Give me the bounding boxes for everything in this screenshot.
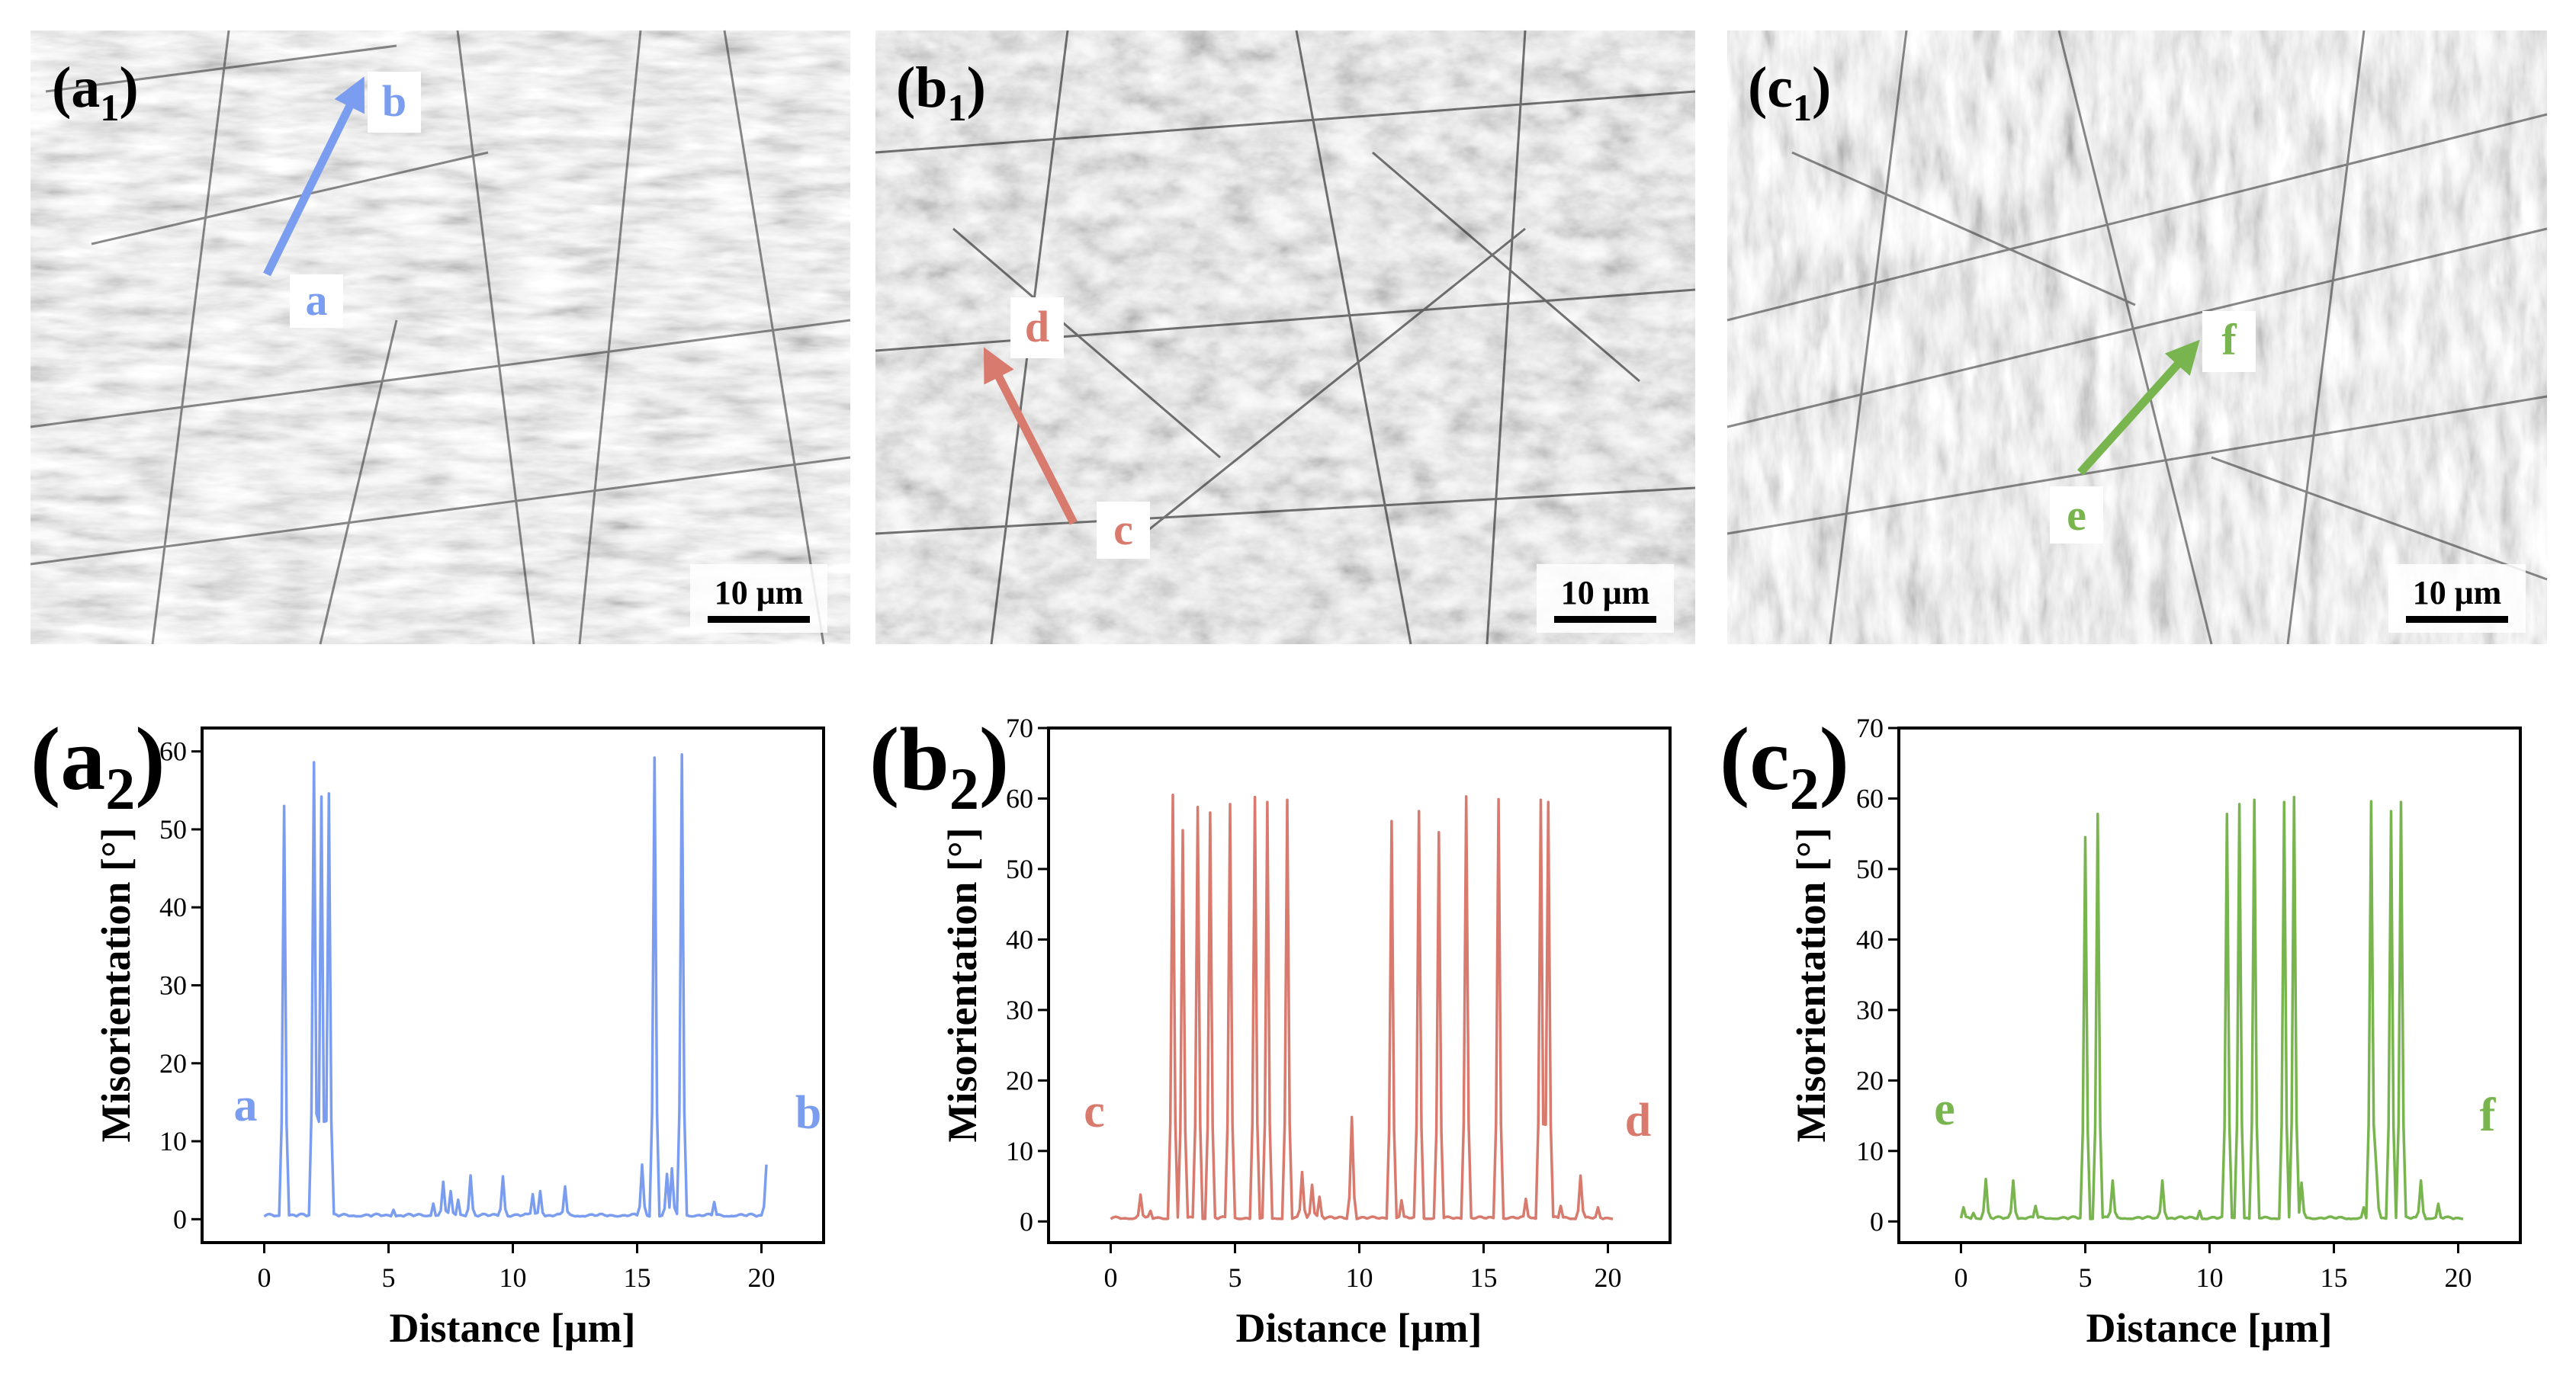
axis-ticks: 0 5 10 15 20 0 10 20 30 40 50 60 bbox=[159, 736, 776, 1293]
x-axis-label: Distance [μm] bbox=[2086, 1305, 2332, 1351]
y-tick-label: 60 bbox=[1856, 783, 1884, 813]
label-box-end bbox=[368, 72, 421, 133]
label-box-end bbox=[1010, 297, 1064, 358]
x-tick-label: 15 bbox=[1470, 1262, 1498, 1293]
micrograph-image bbox=[1727, 30, 2547, 644]
plot-frame bbox=[201, 726, 825, 1244]
y-tick-label: 20 bbox=[1856, 1065, 1884, 1095]
y-axis-label: Misorientation [°] bbox=[1788, 827, 1834, 1142]
label-box-start bbox=[290, 274, 343, 328]
line-start-label: a bbox=[306, 275, 328, 325]
plot-frame bbox=[1047, 726, 1672, 1244]
misorientation-line bbox=[1959, 795, 2464, 1220]
x-tick-label: 0 bbox=[1954, 1262, 1968, 1293]
panel-label: (b1) bbox=[896, 56, 986, 129]
x-tick-label: 20 bbox=[2445, 1262, 2472, 1293]
y-axis-label: Misorientation [°] bbox=[940, 827, 985, 1142]
line-scan-arrow bbox=[263, 76, 365, 277]
label-box-start bbox=[1097, 502, 1150, 559]
y-tick-label: 10 bbox=[1006, 1136, 1033, 1166]
x-tick-label: 0 bbox=[258, 1262, 271, 1293]
micrograph-b1: c d (b1) 10 μm bbox=[875, 30, 1696, 645]
y-tick-label: 20 bbox=[159, 1048, 187, 1079]
panel-label: (a2) bbox=[31, 709, 165, 822]
line-end-label: d bbox=[1025, 302, 1049, 351]
x-tick-label: 5 bbox=[1229, 1262, 1242, 1293]
y-tick-label: 0 bbox=[1870, 1206, 1884, 1236]
x-axis-label: Distance [μm] bbox=[1235, 1305, 1482, 1351]
chart-a2: 0 5 10 15 20 0 10 20 30 40 50 60 (a2) Distance [μm]… bbox=[31, 709, 825, 1351]
panel-label: (c2) bbox=[1720, 709, 1849, 822]
x-tick-label: 20 bbox=[748, 1262, 776, 1293]
scale-bar bbox=[708, 616, 810, 623]
end-label: f bbox=[2480, 1089, 2497, 1141]
line-start-label: c bbox=[1113, 505, 1133, 554]
misorientation-line bbox=[263, 753, 768, 1218]
x-tick-label: 15 bbox=[624, 1262, 651, 1293]
axis-ticks: 0 5 10 15 20 0 10 20 30 40 50 60 70 bbox=[1006, 713, 1622, 1293]
scale-bar-label: 10 μm bbox=[715, 574, 804, 611]
start-label: e bbox=[1934, 1083, 1955, 1135]
y-tick-label: 60 bbox=[1006, 783, 1033, 813]
chart-b2: 0 5 10 15 20 0 10 20 30 40 50 60 70 (b2) Distance [μ… bbox=[869, 709, 1672, 1351]
y-tick-label: 50 bbox=[159, 814, 187, 845]
y-tick-label: 30 bbox=[1006, 995, 1033, 1025]
scale-bar bbox=[1554, 616, 1656, 623]
y-tick-label: 0 bbox=[173, 1204, 187, 1234]
panel-label: (b2) bbox=[869, 709, 1009, 822]
line-end-label: b bbox=[382, 76, 406, 126]
y-tick-label: 60 bbox=[159, 736, 187, 767]
start-label: c bbox=[1084, 1086, 1105, 1137]
y-tick-label: 40 bbox=[159, 892, 187, 922]
y-tick-label: 0 bbox=[1020, 1206, 1033, 1236]
start-label: a bbox=[234, 1079, 258, 1131]
x-tick-label: 15 bbox=[2321, 1262, 2348, 1293]
scale-bar-label: 10 μm bbox=[2413, 574, 2502, 611]
line-scan-arrow bbox=[2077, 339, 2200, 476]
y-tick-label: 40 bbox=[1006, 924, 1033, 954]
scale-bar-label: 10 μm bbox=[1561, 574, 1650, 611]
y-tick-label: 50 bbox=[1006, 854, 1033, 884]
grain-boundaries bbox=[30, 30, 851, 645]
y-tick-label: 70 bbox=[1856, 713, 1884, 743]
micrograph-c1: e f (c1) 10 μm bbox=[1726, 30, 2548, 645]
panel-label: (c1) bbox=[1748, 56, 1831, 129]
y-tick-label: 70 bbox=[1006, 713, 1033, 743]
line-start-label: e bbox=[2067, 490, 2086, 540]
line-end-label: f bbox=[2221, 315, 2237, 364]
y-tick-label: 30 bbox=[159, 970, 187, 1001]
scale-bar bbox=[2406, 616, 2508, 623]
plot-frame bbox=[1897, 726, 2522, 1244]
axis-ticks: 0 5 10 15 20 0 10 20 30 40 50 60 70 bbox=[1856, 713, 2472, 1293]
misorientation-line bbox=[1110, 794, 1614, 1220]
end-label: b bbox=[795, 1087, 821, 1139]
x-tick-label: 10 bbox=[1346, 1262, 1373, 1293]
label-box-start bbox=[2050, 486, 2103, 544]
y-axis-label: Misorientation [°] bbox=[93, 827, 139, 1142]
y-tick-label: 40 bbox=[1856, 924, 1884, 954]
x-tick-label: 5 bbox=[382, 1262, 396, 1293]
y-tick-label: 50 bbox=[1856, 854, 1884, 884]
y-tick-label: 10 bbox=[1856, 1136, 1884, 1166]
chart-c2: 0 5 10 15 20 0 10 20 30 40 50 60 70 (c2) Distance [μ… bbox=[1720, 709, 2522, 1351]
x-tick-label: 5 bbox=[2079, 1262, 2093, 1293]
panel-label: (a1) bbox=[52, 56, 139, 129]
y-tick-label: 10 bbox=[159, 1126, 187, 1156]
micrograph-a1: a b (a1) 10 μm bbox=[30, 30, 851, 645]
y-tick-label: 30 bbox=[1856, 995, 1884, 1025]
x-tick-label: 0 bbox=[1104, 1262, 1118, 1293]
label-box-end bbox=[2202, 311, 2256, 372]
end-label: d bbox=[1625, 1095, 1651, 1147]
line-scan-arrow bbox=[983, 347, 1078, 525]
x-axis-label: Distance [μm] bbox=[389, 1305, 635, 1351]
x-tick-label: 10 bbox=[2196, 1262, 2224, 1293]
x-tick-label: 10 bbox=[499, 1262, 527, 1293]
y-tick-label: 20 bbox=[1006, 1065, 1033, 1095]
grain-boundaries bbox=[1726, 30, 2548, 645]
x-tick-label: 20 bbox=[1595, 1262, 1622, 1293]
